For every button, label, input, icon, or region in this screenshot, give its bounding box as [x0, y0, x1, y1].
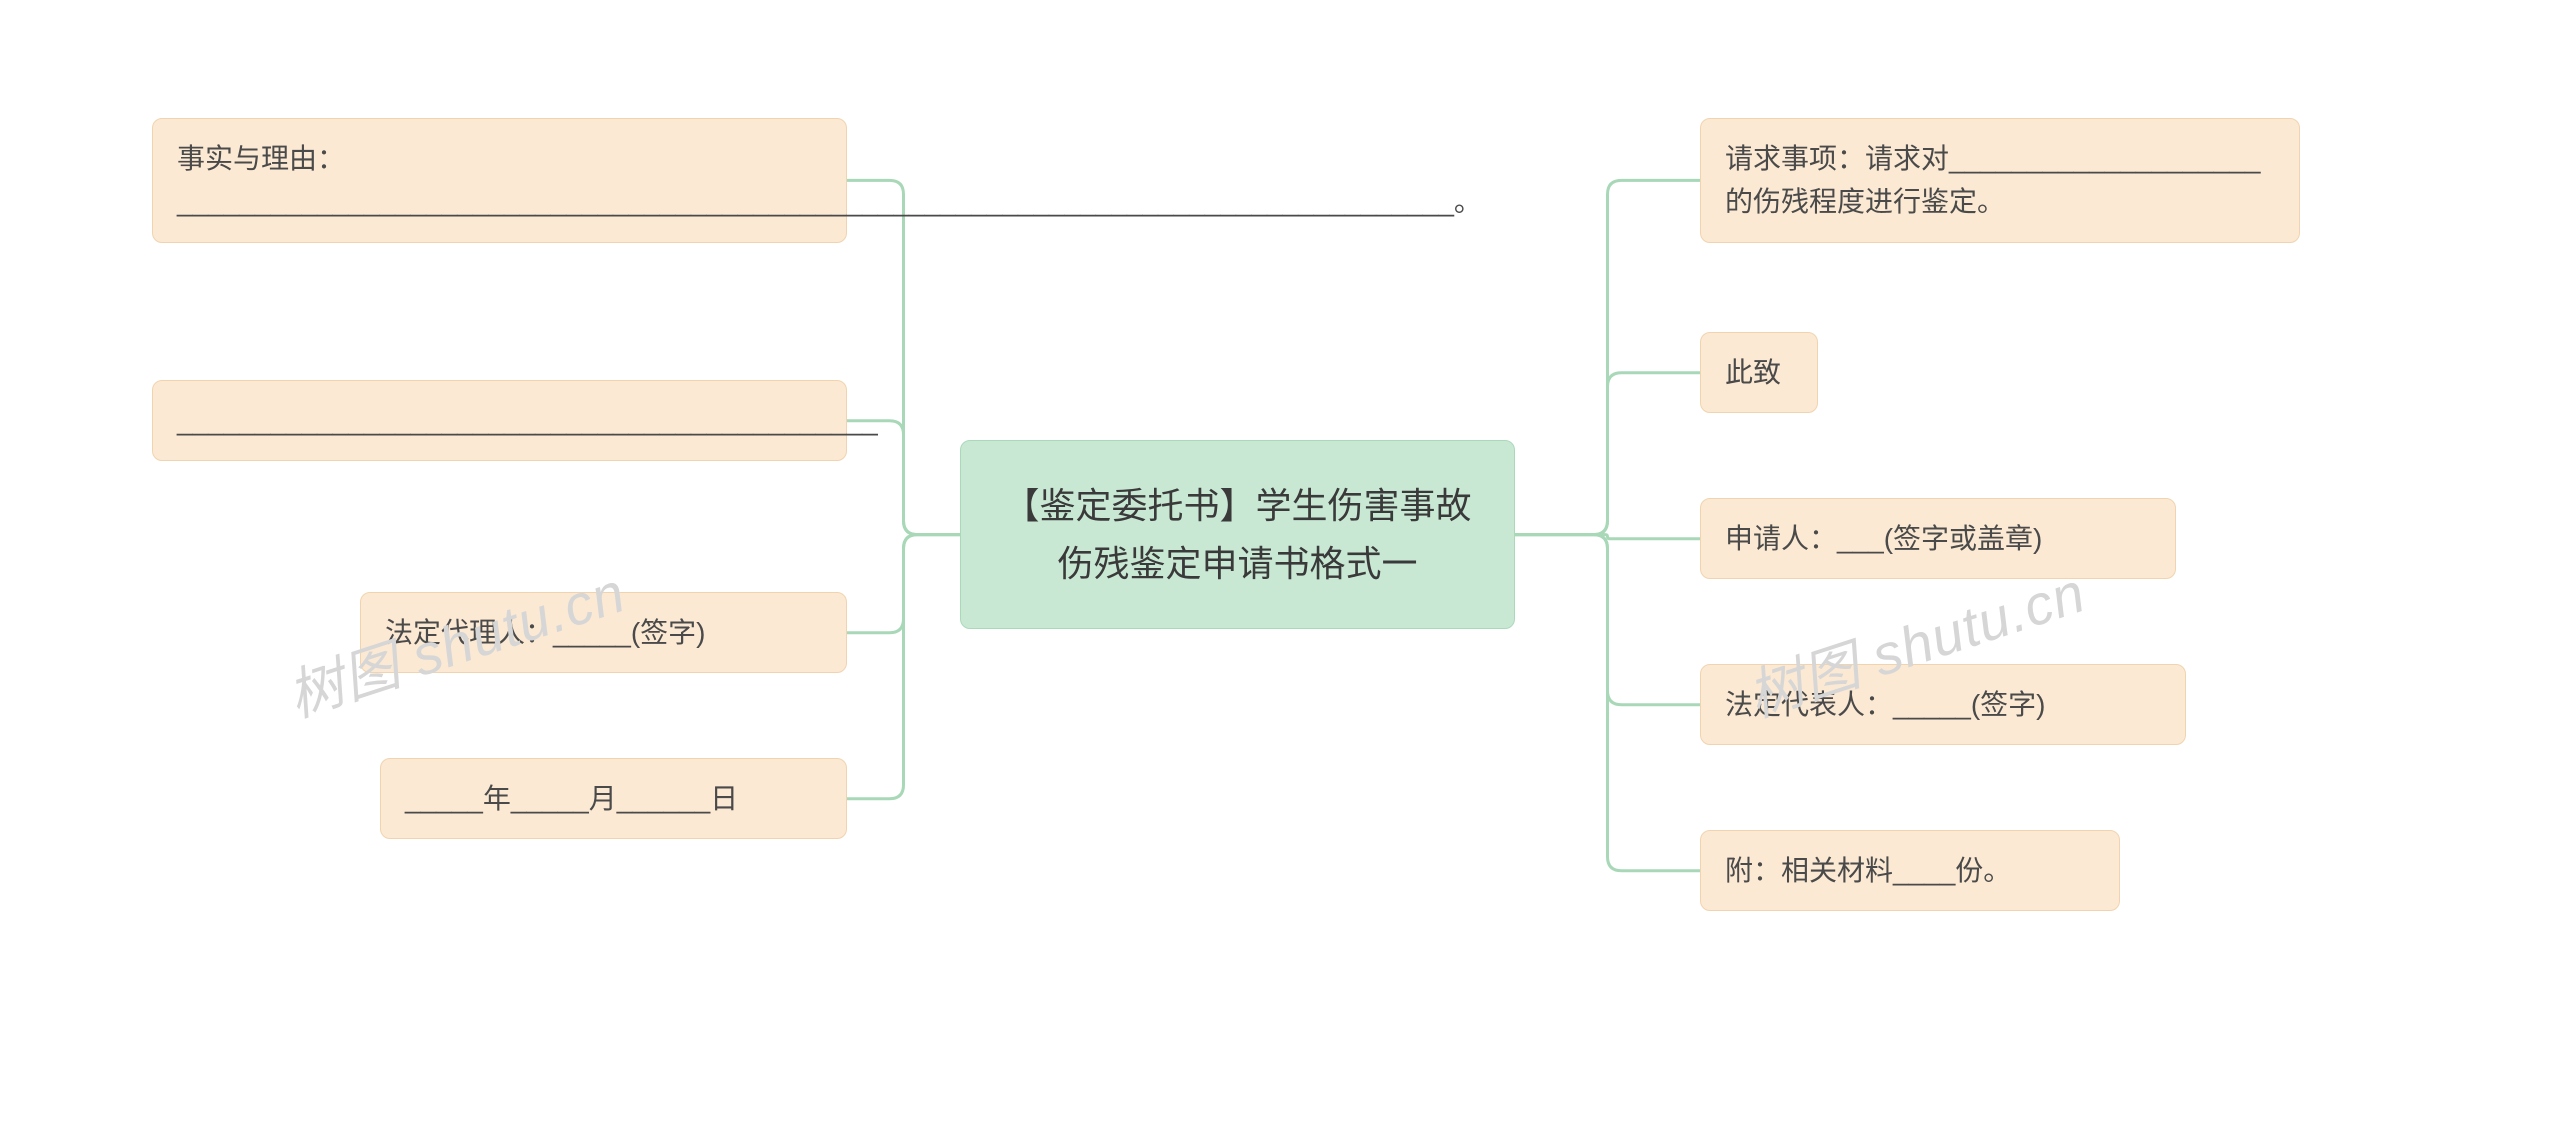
left-node-1: ________________________________________… [152, 380, 847, 461]
left-node-0: 事实与理由：__________________________________… [152, 118, 847, 243]
right-node-3: 法定代表人：_____(签字) [1700, 664, 2186, 745]
left-node-3: _____年_____月______日 [380, 758, 847, 839]
left-node-2: 法定代理人：_____(签字) [360, 592, 847, 673]
right-node-1: 此致 [1700, 332, 1818, 413]
right-node-2: 申请人：___(签字或盖章) [1700, 498, 2176, 579]
right-node-4: 附：相关材料____份。 [1700, 830, 2120, 911]
center-node: 【鉴定委托书】学生伤害事故伤残鉴定申请书格式一 [960, 440, 1515, 629]
right-node-0: 请求事项：请求对____________________的伤残程度进行鉴定。 [1700, 118, 2300, 243]
